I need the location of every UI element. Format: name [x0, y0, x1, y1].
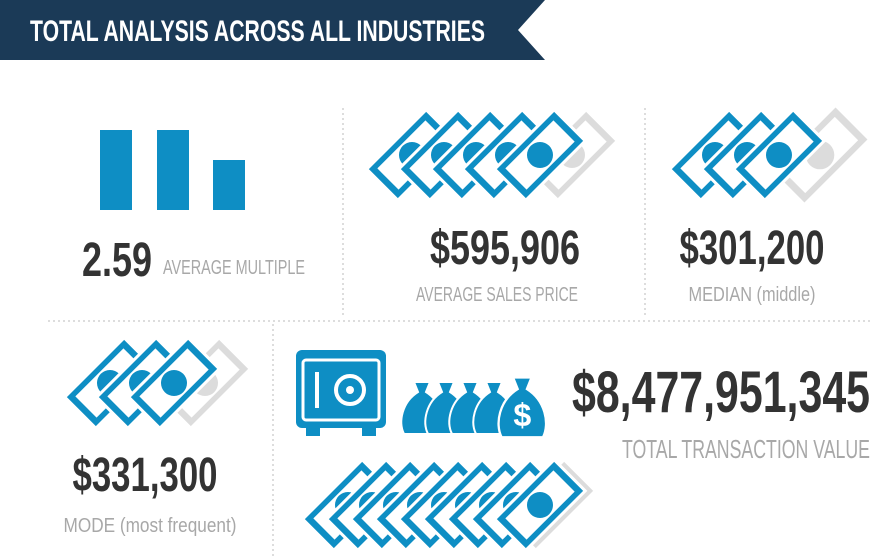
header-banner: [0, 0, 545, 60]
stat-label: MODE (most frequent): [64, 515, 237, 537]
stat-value: $301,200: [680, 222, 825, 275]
stat-value: $595,906: [430, 222, 580, 275]
bill-icons: [365, 108, 619, 202]
stat-value: $331,300: [73, 449, 218, 502]
bill-icons: [63, 336, 252, 430]
stat-label: AVERAGE SALES PRICE: [416, 284, 578, 306]
stat-label: TOTAL TRANSACTION VALUE: [622, 434, 870, 464]
stat-value: 2.59: [82, 234, 152, 287]
bill-icons: [668, 103, 872, 207]
money-bags: $: [400, 376, 548, 439]
bar-icon: [100, 130, 245, 210]
stat-label: MEDIAN (middle): [689, 284, 816, 306]
stat-value: $8,477,951,345: [572, 360, 870, 425]
svg-text:$: $: [513, 397, 531, 433]
stat-label: AVERAGE MULTIPLE: [163, 257, 305, 279]
bill-icons: [301, 458, 597, 552]
safe-icon: [296, 350, 386, 436]
header-title: TOTAL ANALYSIS ACROSS ALL INDUSTRIES: [30, 15, 485, 48]
